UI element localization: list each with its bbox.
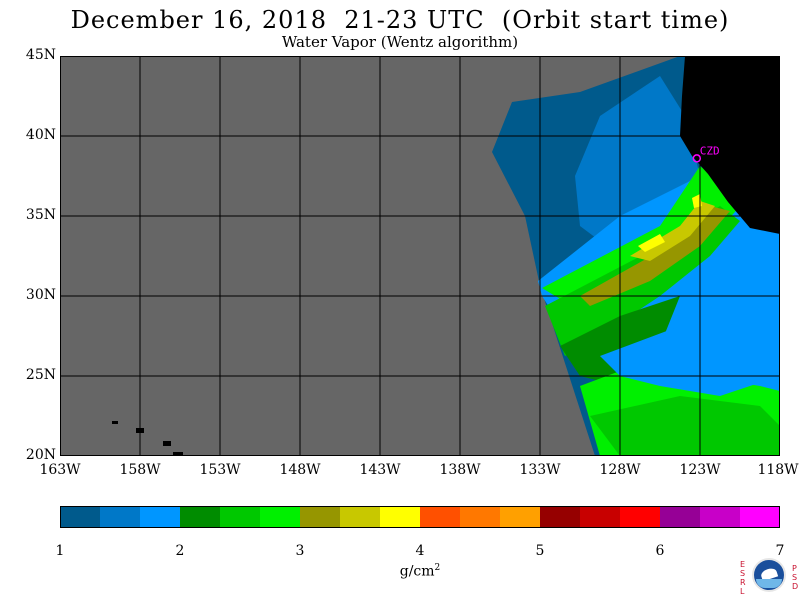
longitude-label: 138W	[439, 462, 481, 478]
colorbar-segment	[340, 506, 380, 528]
colorbar-segment	[260, 506, 300, 528]
colorbar-segment	[180, 506, 220, 528]
colorbar-segment	[60, 506, 100, 528]
map-title: December 16, 2018 21-23 UTC (Orbit start…	[70, 6, 730, 34]
colorbar-tick-label: 5	[535, 543, 545, 559]
longitude-label: 158W	[119, 462, 161, 478]
colorbar-tick-label: 2	[175, 543, 185, 559]
colorbar-tick-label: 3	[295, 543, 305, 559]
longitude-label: 148W	[279, 462, 321, 478]
california-coast-land	[680, 56, 780, 234]
longitude-label: 123W	[679, 462, 721, 478]
longitude-label: 133W	[519, 462, 561, 478]
colorbar-segment	[100, 506, 140, 528]
colorbar-segment	[700, 506, 740, 528]
colorbar-segment	[620, 506, 660, 528]
colorbar-tick-label: 6	[655, 543, 665, 559]
longitude-label: 163W	[39, 462, 81, 478]
longitude-label: 118W	[757, 462, 799, 478]
colorbar-segment	[460, 506, 500, 528]
station-marker: CZD	[692, 144, 720, 163]
colorbar-segment	[540, 506, 580, 528]
colorbar-segment	[300, 506, 340, 528]
colorbar-tick-label: 7	[775, 543, 785, 559]
longitude-label: 128W	[599, 462, 641, 478]
czd-station-label: CZD	[700, 144, 720, 157]
colorbar-border	[60, 506, 780, 528]
colorbar-units: g/cm2	[370, 563, 470, 580]
swath-inner-blue	[600, 306, 780, 396]
latitude-label: 45N	[25, 47, 56, 63]
latitude-label: 35N	[25, 207, 56, 223]
units-exponent: 2	[434, 563, 441, 573]
latitude-label: 40N	[25, 127, 56, 143]
colorbar-tick-label: 4	[415, 543, 425, 559]
map-border	[60, 56, 780, 456]
colorbar-segment	[660, 506, 700, 528]
latitude-label: 25N	[25, 367, 56, 383]
colorbar-segment	[740, 506, 780, 528]
colorbar-segment	[140, 506, 180, 528]
colorbar	[60, 506, 780, 528]
noaa-emblem-icon	[752, 558, 786, 592]
water-vapor-map: CZD	[60, 56, 780, 456]
longitude-label: 153W	[199, 462, 241, 478]
colorbar-segment	[220, 506, 260, 528]
map-subtitle: Water Vapor (Wentz algorithm)	[281, 33, 519, 51]
colorbar-segment	[580, 506, 620, 528]
swath-green-3	[590, 396, 780, 456]
longitude-label: 143W	[359, 462, 401, 478]
colorbar-segment	[420, 506, 460, 528]
lat-lon-grid	[60, 56, 780, 456]
swath-yellow-1	[638, 234, 665, 252]
units-base: g/cm	[399, 563, 435, 580]
colorbar-tick-label: 1	[55, 543, 65, 559]
latitude-label: 30N	[25, 287, 56, 303]
swath-light-green-1	[542, 166, 740, 311]
colorbar-segment	[380, 506, 420, 528]
latitude-label: 20N	[25, 447, 56, 463]
colorbar-segment	[500, 506, 540, 528]
czd-station-icon	[692, 154, 702, 163]
